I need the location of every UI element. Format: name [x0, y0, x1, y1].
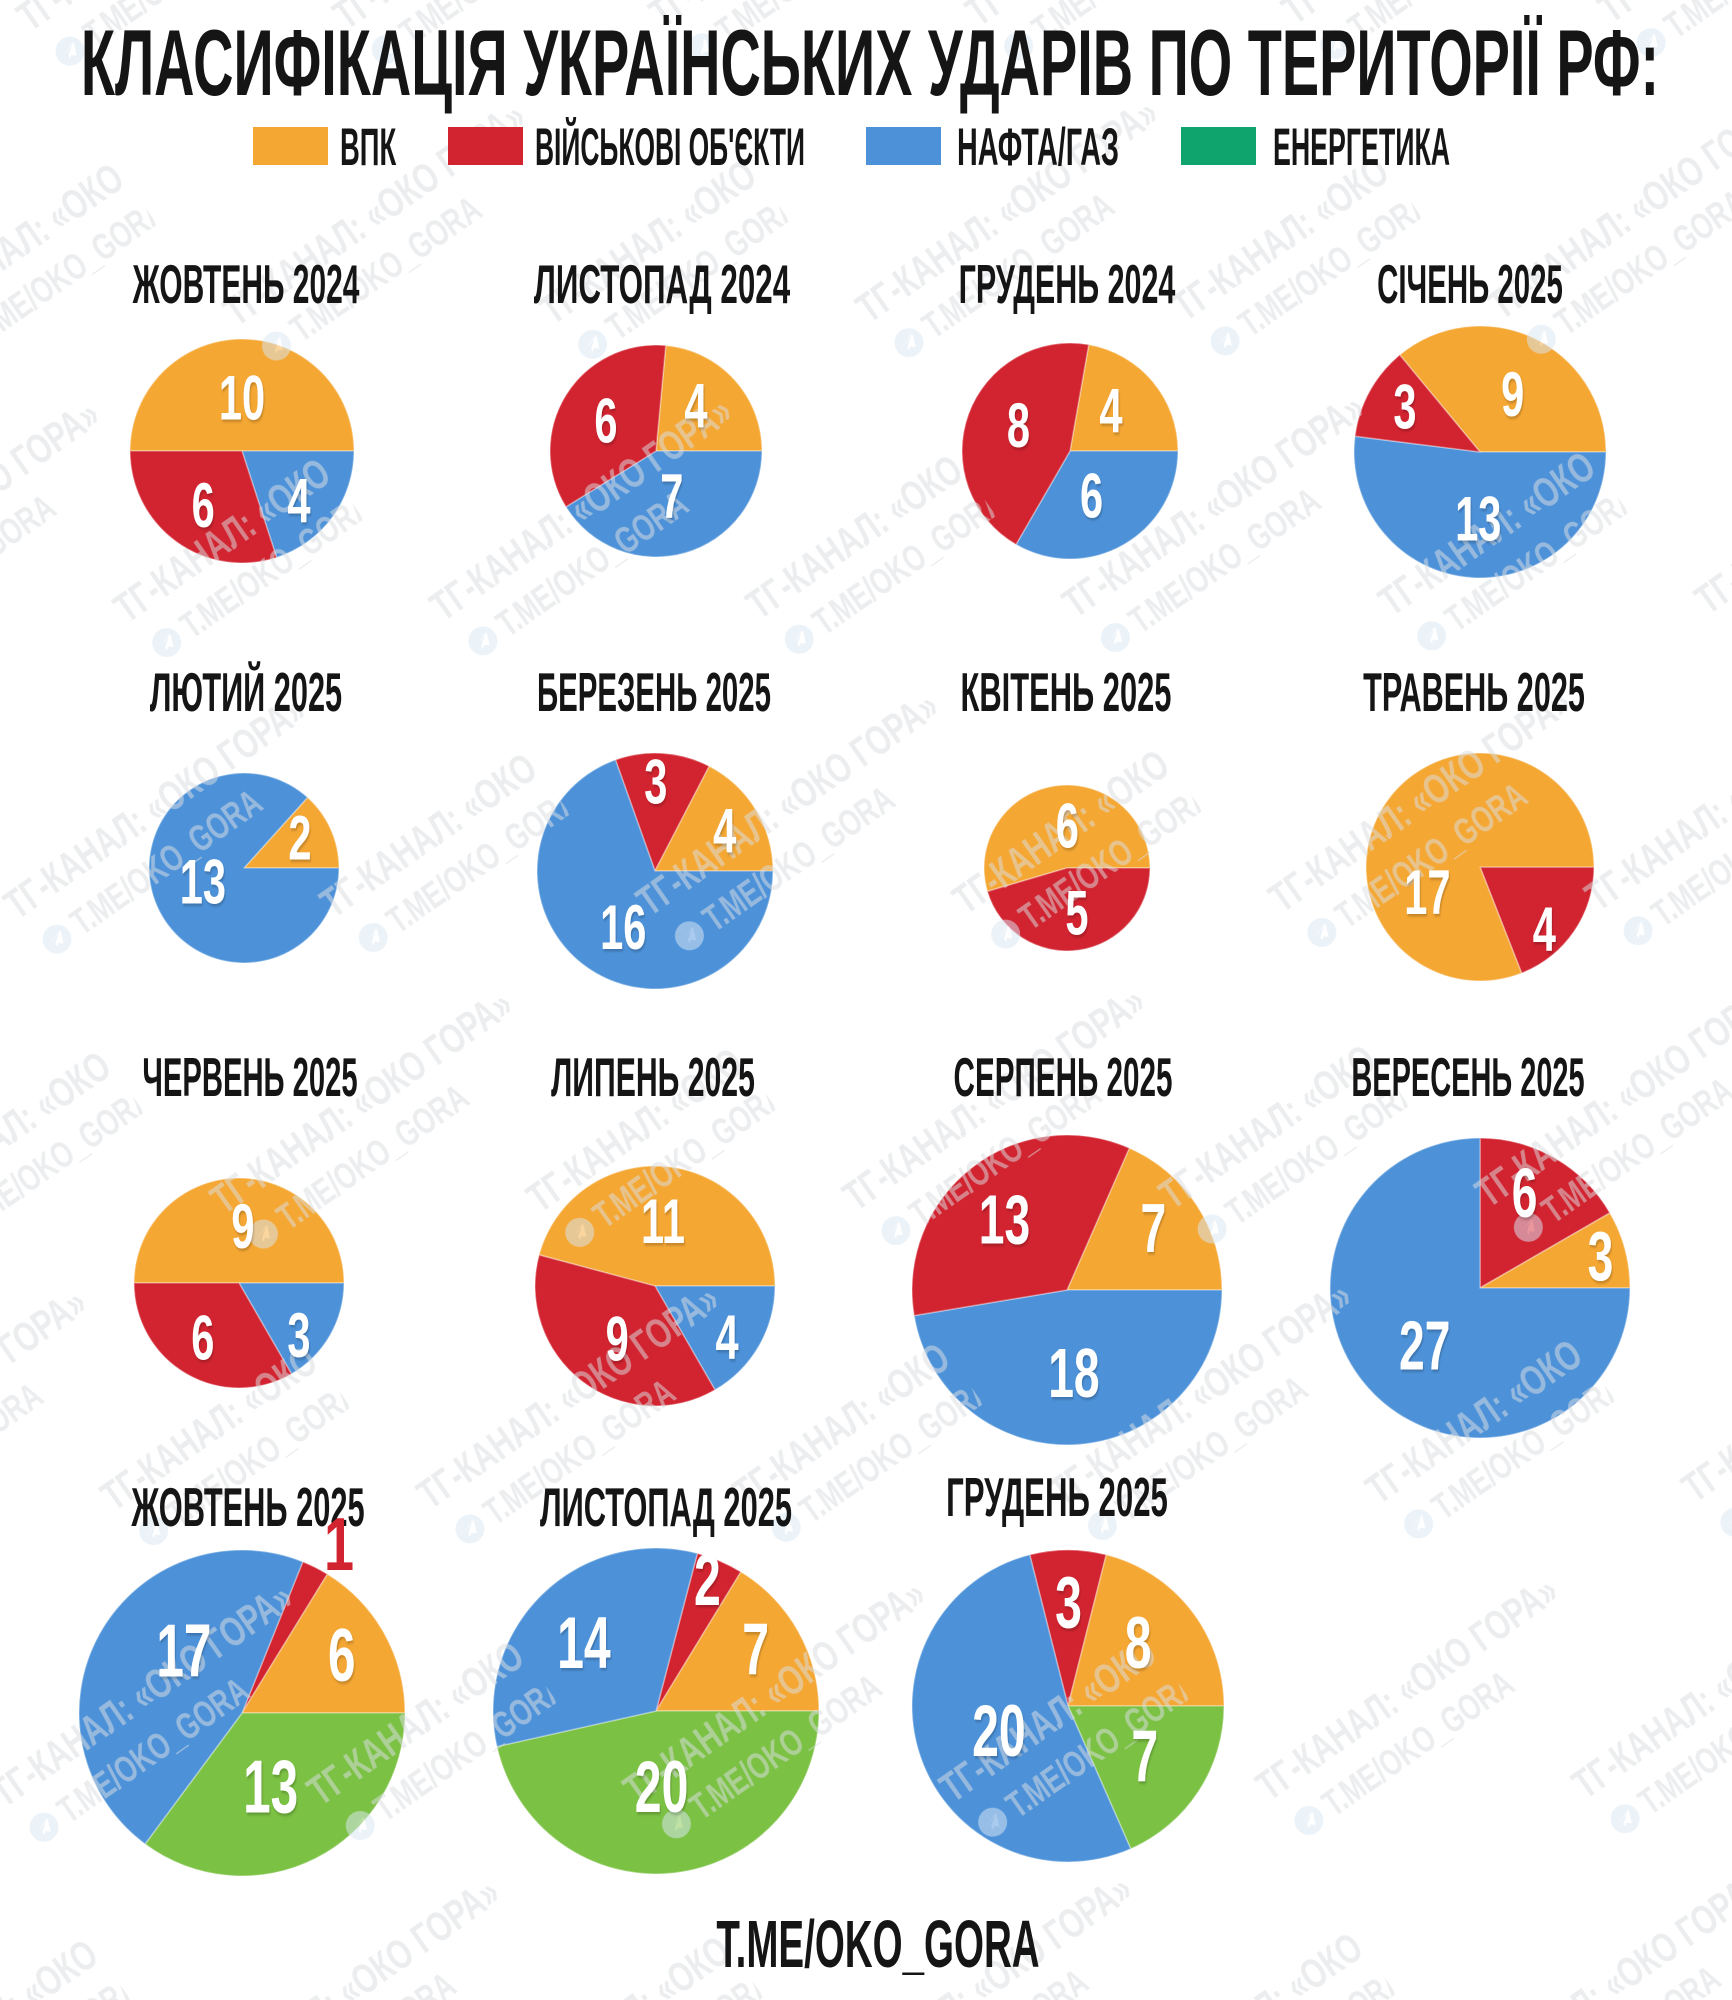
svg-text:СЕРПЕНЬ 2025: СЕРПЕНЬ 2025 [954, 1048, 1173, 1109]
svg-text:7: 7 [742, 1609, 769, 1690]
svg-text:9: 9 [231, 1192, 254, 1262]
svg-text:ЧЕРВЕНЬ 2025: ЧЕРВЕНЬ 2025 [142, 1048, 357, 1109]
svg-text:13: 13 [180, 848, 226, 918]
svg-text:17: 17 [156, 1609, 211, 1693]
svg-text:КЛАСИФІКАЦІЯ УКРАЇНСЬКИХ УДАРІ: КЛАСИФІКАЦІЯ УКРАЇНСЬКИХ УДАРІВ ПО ТЕРИТ… [81, 11, 1659, 115]
svg-text:20: 20 [635, 1747, 689, 1828]
svg-text:13: 13 [979, 1180, 1030, 1259]
svg-text:T.ME/OKO_GORA: T.ME/OKO_GORA [716, 1907, 1039, 1982]
svg-text:6: 6 [594, 387, 617, 457]
svg-text:4: 4 [716, 1304, 739, 1374]
svg-text:16: 16 [600, 894, 646, 964]
svg-text:ЖОВТЕНЬ 2025: ЖОВТЕНЬ 2025 [131, 1478, 365, 1539]
svg-text:ВПК: ВПК [340, 117, 397, 177]
svg-text:2: 2 [288, 804, 311, 874]
svg-text:6: 6 [1080, 462, 1103, 532]
svg-text:НАФТА/ГАЗ: НАФТА/ГАЗ [957, 117, 1119, 177]
svg-text:4: 4 [684, 372, 707, 442]
svg-text:2: 2 [694, 1540, 721, 1621]
svg-text:5: 5 [1065, 879, 1088, 949]
svg-text:4: 4 [713, 797, 736, 867]
svg-text:ГРУДЕНЬ 2025: ГРУДЕНЬ 2025 [946, 1468, 1168, 1529]
svg-text:3: 3 [644, 748, 667, 818]
svg-text:ВІЙСЬКОВІ ОБ'ЄКТИ: ВІЙСЬКОВІ ОБ'ЄКТИ [535, 117, 805, 177]
svg-text:20: 20 [972, 1691, 1026, 1772]
svg-text:8: 8 [1125, 1603, 1152, 1684]
svg-text:4: 4 [287, 467, 310, 537]
svg-text:6: 6 [1512, 1153, 1538, 1232]
svg-text:7: 7 [1131, 1716, 1158, 1797]
svg-text:7: 7 [660, 463, 683, 533]
svg-text:4: 4 [1533, 896, 1556, 966]
svg-text:7: 7 [1140, 1188, 1166, 1267]
svg-text:3: 3 [1393, 373, 1416, 443]
svg-text:ЛИПЕНЬ 2025: ЛИПЕНЬ 2025 [551, 1048, 755, 1109]
svg-text:6: 6 [191, 1304, 214, 1374]
svg-text:ЛЮТИЙ 2025: ЛЮТИЙ 2025 [150, 661, 342, 724]
svg-text:4: 4 [1099, 377, 1122, 447]
svg-text:6: 6 [328, 1614, 356, 1698]
svg-text:18: 18 [1048, 1333, 1099, 1412]
svg-text:СІЧЕНЬ 2025: СІЧЕНЬ 2025 [1377, 255, 1563, 316]
svg-text:3: 3 [287, 1302, 310, 1372]
svg-text:ЖОВТЕНЬ 2024: ЖОВТЕНЬ 2024 [132, 255, 360, 316]
svg-text:9: 9 [606, 1305, 629, 1375]
svg-text:11: 11 [641, 1188, 685, 1258]
svg-text:10: 10 [219, 364, 265, 434]
svg-text:13: 13 [243, 1745, 298, 1829]
svg-text:13: 13 [1455, 485, 1501, 555]
svg-text:ВЕРЕСЕНЬ 2025: ВЕРЕСЕНЬ 2025 [1351, 1048, 1584, 1109]
svg-text:3: 3 [1588, 1216, 1614, 1295]
svg-text:ЕНЕРГЕТИКА: ЕНЕРГЕТИКА [1273, 117, 1450, 177]
svg-text:6: 6 [1056, 792, 1079, 862]
svg-text:ЛИСТОПАД 2025: ЛИСТОПАД 2025 [540, 1478, 792, 1539]
svg-text:КВІТЕНЬ 2025: КВІТЕНЬ 2025 [961, 663, 1172, 724]
svg-text:8: 8 [1007, 392, 1030, 462]
svg-text:ЛИСТОПАД 2024: ЛИСТОПАД 2024 [534, 255, 791, 316]
svg-text:3: 3 [1055, 1562, 1082, 1643]
svg-text:ГРУДЕНЬ 2024: ГРУДЕНЬ 2024 [959, 255, 1176, 316]
svg-text:6: 6 [192, 472, 215, 542]
svg-text:9: 9 [1501, 361, 1524, 431]
svg-text:14: 14 [557, 1603, 611, 1684]
svg-text:БЕРЕЗЕНЬ 2025: БЕРЕЗЕНЬ 2025 [537, 663, 771, 724]
svg-text:27: 27 [1399, 1306, 1450, 1385]
svg-text:1: 1 [324, 1502, 354, 1586]
svg-text:ТРАВЕНЬ 2025: ТРАВЕНЬ 2025 [1363, 663, 1585, 724]
svg-text:17: 17 [1404, 859, 1450, 929]
